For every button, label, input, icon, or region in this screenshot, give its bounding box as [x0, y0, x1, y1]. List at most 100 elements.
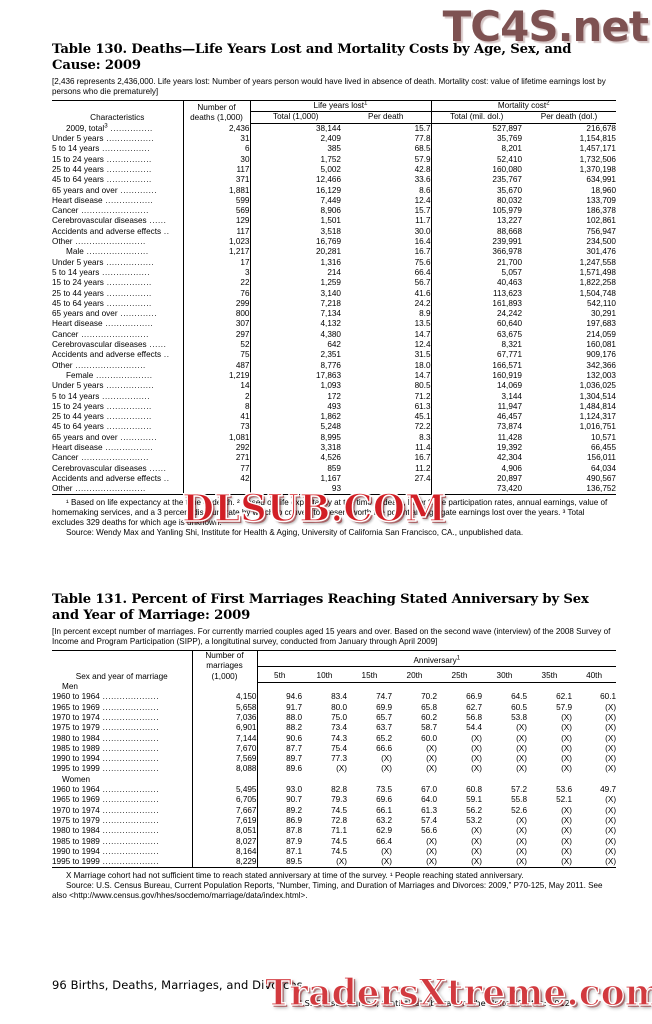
table-cell: 3,140 [249, 288, 341, 299]
table-cell: (X) [605, 815, 617, 825]
table-cell: 93.0 [256, 785, 302, 796]
table-cell: 64,034 [590, 463, 616, 473]
table-cell [392, 775, 437, 785]
table-cell: 7,134 [249, 309, 341, 320]
table-cell: 197,683 [586, 319, 616, 329]
col-header-anniversary-25th: 25th [437, 666, 482, 683]
col-group-mortality-cost: Mortality cost2 [430, 100, 616, 113]
table-cell: (X) [605, 836, 617, 846]
table-cell: 216,678 [586, 123, 616, 133]
table-row: 5 to 14 years ................. 2 172 71.2 3… [52, 391, 616, 402]
table-cell: 30.0 [414, 226, 431, 236]
table-cell: 74.7 [376, 692, 392, 702]
row-label: 1985 to 1989 .................... [52, 837, 192, 847]
table-cell: 38,144 [249, 123, 341, 135]
row-label-text: 1995 to 1999 [52, 764, 100, 774]
leader-dots: ................ [103, 412, 152, 422]
table-cell: 45.1 [414, 412, 431, 422]
table-cell: 1,259 [249, 278, 341, 289]
table-cell: 186,378 [586, 206, 616, 216]
row-label-text: Heart disease [52, 195, 103, 205]
row-label: 5 to 14 years ................. [52, 268, 183, 278]
table-cell: 30,291 [590, 309, 616, 319]
table-cell [256, 682, 302, 693]
table-cell: (X) [426, 743, 437, 753]
row-label: Accidents and adverse effects .. [52, 474, 183, 484]
table-cell: (X) [302, 857, 347, 869]
table-cell: 42.8 [414, 164, 431, 174]
table-cell: 61.3 [421, 805, 437, 815]
table-cell: 2,436 [182, 123, 250, 135]
table-cell: 7,449 [249, 195, 341, 207]
table-cell: 65.8 [421, 702, 437, 712]
table-cell: (X) [605, 795, 617, 805]
table-row: 1995 to 1999 .................... 8,088 89… [52, 764, 616, 775]
table-cell: 93 [249, 484, 341, 496]
table-cell: 66.4 [376, 836, 392, 846]
table-cell: 11.2 [415, 463, 431, 473]
table-row: 1985 to 1989 .................... 8,027 87… [52, 836, 617, 847]
row-label-text: 25 to 44 years [52, 164, 104, 174]
row-label: 1990 to 1994 .................... [52, 847, 192, 857]
table-cell-marriages: 8,088 [191, 764, 257, 775]
table-cell: 74.5 [331, 836, 347, 846]
table-row: Accidents and adverse effects .. 42 1,167 2… [52, 473, 616, 485]
table-cell: (X) [381, 846, 392, 856]
table-cell-marriages: 8,164 [191, 846, 257, 858]
table-cell: 70.2 [421, 692, 437, 702]
row-label: Accidents and adverse effects .. [52, 227, 183, 237]
table-cell: 10,571 [590, 432, 616, 442]
leader-dots: .. [161, 350, 170, 360]
row-label-text: Under 5 years [52, 257, 104, 267]
row-label: Under 5 years ................. [52, 258, 183, 268]
table-cell: 56.2 [466, 805, 482, 815]
table-cell: 73,874 [430, 422, 522, 433]
table-cell: 69.6 [376, 795, 392, 805]
table-cell: 88.2 [256, 723, 302, 734]
table-cell [191, 774, 257, 786]
leader-dots: ...... [146, 216, 167, 226]
table-cell: 33.6 [414, 175, 431, 185]
table-cell: 1,036,025 [579, 381, 616, 391]
leader-dots: .. [161, 226, 170, 236]
leader-dots: ........................ [78, 329, 149, 339]
table-cell: 1,167 [249, 473, 341, 485]
row-label: 1965 to 1969 .................... [52, 795, 192, 805]
table-cell: 2,409 [249, 134, 341, 145]
table-cell: (X) [561, 815, 572, 825]
table-cell: 1,732,506 [579, 154, 616, 164]
table-cell-marriages: 6,705 [191, 795, 257, 806]
row-label-text: Cerebrovascular diseases [52, 340, 147, 350]
table-cell: 5,002 [249, 164, 341, 176]
section-heading-row: Men [52, 682, 616, 693]
row-label-text: 1985 to 1989 [52, 743, 100, 753]
table-cell: 1,081 [182, 432, 250, 443]
table-row: Heart disease ................. 292 3,318 1… [52, 442, 616, 454]
table-cell: 56.7 [414, 278, 431, 288]
table-cell: 63,675 [430, 329, 522, 341]
leader-dots: ...... [146, 340, 167, 350]
table-cell: 19,392 [430, 442, 522, 454]
table-cell: 1,247,558 [579, 257, 616, 267]
table-cell: 271 [182, 453, 250, 464]
table-cell: (X) [561, 712, 572, 722]
table-row: 1960 to 1964 .................... 5,495 93… [52, 785, 616, 796]
table-cell: 31.5 [414, 350, 431, 360]
table-cell: 91.7 [256, 702, 302, 713]
row-label-text: 1990 to 1994 [52, 754, 100, 764]
table-cell: (X) [516, 846, 527, 856]
table-cell-marriages: 7,569 [191, 754, 257, 765]
row-label: 15 to 24 years ................ [52, 278, 183, 288]
table-cell: 66.4 [414, 267, 431, 277]
col-header-anniversary-35th: 35th [527, 666, 572, 683]
table-row: Heart disease ................. 599 7,449 1… [52, 195, 616, 207]
table-cell-marriages: 4,150 [191, 692, 257, 703]
table-cell: 87.9 [256, 836, 302, 847]
table-131-header-row-2: 5th 10th 15th 20th 25th 30th 35th 40th [52, 666, 617, 683]
table-cell: 57.4 [421, 815, 437, 825]
table-cell: 16.7 [414, 453, 431, 463]
table-cell: 68.5 [414, 144, 431, 154]
table-cell: 156,011 [587, 453, 616, 463]
col-header-anniversary-15th: 15th [347, 666, 392, 683]
table-row: Other ......................... 487 8,776 1… [52, 360, 616, 371]
